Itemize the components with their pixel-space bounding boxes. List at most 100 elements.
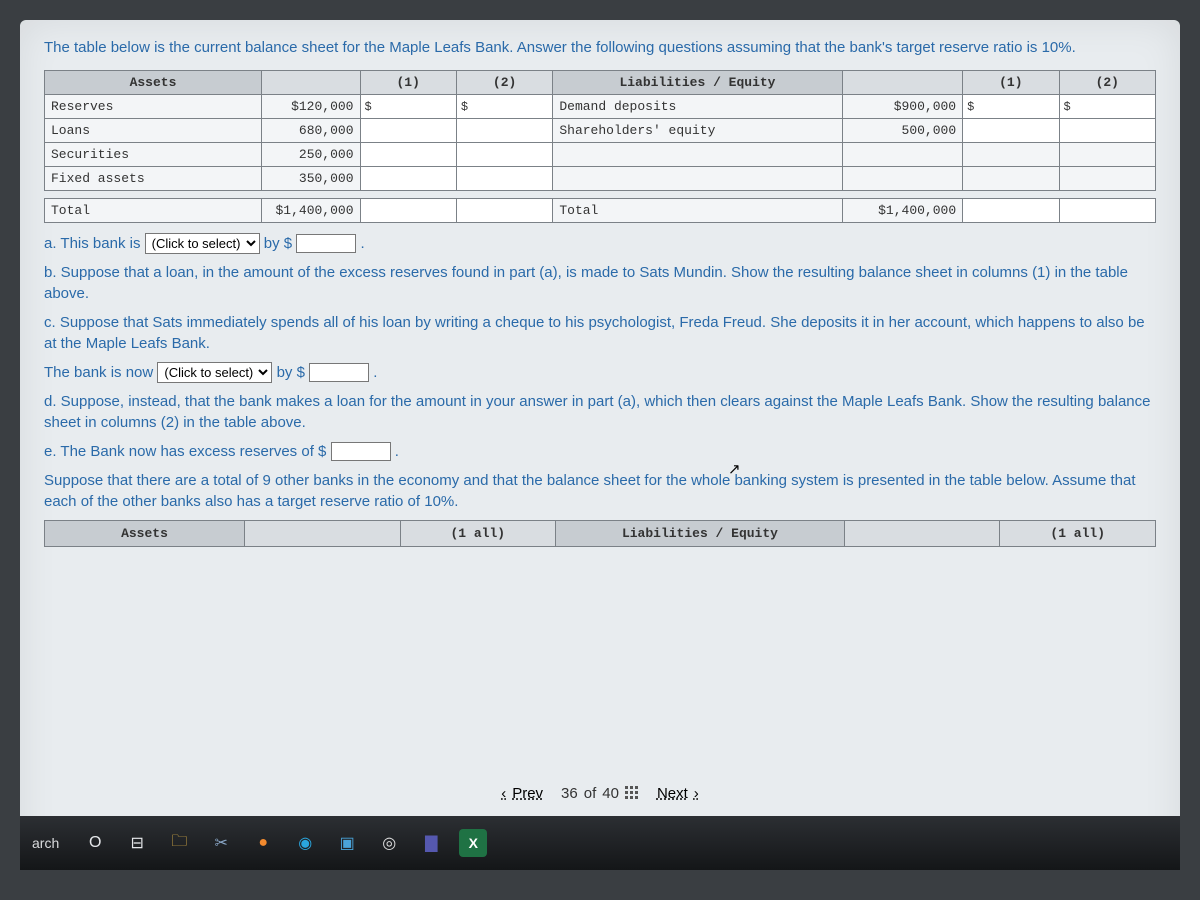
cell-input[interactable] [363, 169, 454, 188]
asset-value: 350,000 [261, 167, 360, 191]
col1-header: (1) [360, 71, 456, 95]
cell-input[interactable] [1062, 121, 1153, 140]
table-row: Reserves $120,000 $ $ Demand deposits $9… [45, 95, 1156, 119]
col2-header: (2) [456, 71, 552, 95]
cell-input[interactable] [459, 97, 550, 116]
cell-input[interactable] [459, 145, 550, 164]
qa-suffix: . [360, 235, 364, 252]
qc2-amount-input[interactable] [309, 363, 369, 382]
teams-icon[interactable]: ▇ [417, 829, 445, 857]
asset-col1-input[interactable] [360, 143, 456, 167]
qe-suffix: . [395, 443, 399, 460]
cell-input[interactable] [459, 201, 550, 220]
asset-col1-input[interactable] [360, 167, 456, 191]
lcol1all-header: (1 all) [1000, 521, 1156, 547]
assets-header: Assets [45, 521, 245, 547]
explorer-icon[interactable]: 🗀 [165, 829, 193, 857]
total-lcol2-input[interactable] [1059, 199, 1155, 223]
liab-value: 500,000 [842, 119, 963, 143]
lcol2-header: (2) [1059, 71, 1155, 95]
question-e: e. The Bank now has excess reserves of $… [44, 441, 1156, 462]
cell-input[interactable] [363, 201, 454, 220]
qe-prefix: e. The Bank now has excess reserves of $ [44, 443, 326, 460]
qc2-select[interactable]: (Click to select) [157, 362, 272, 383]
cell-input[interactable] [1062, 201, 1153, 220]
qa-mid: by $ [264, 235, 292, 252]
asset-col1-input[interactable] [360, 119, 456, 143]
liab-col2-input[interactable]: $ [1059, 95, 1155, 119]
asset-value: 250,000 [261, 143, 360, 167]
counter-current: 36 [561, 785, 578, 802]
grid-icon[interactable] [625, 786, 639, 800]
balance-sheet-table: Assets (1) (2) Liabilities / Equity (1) … [44, 70, 1156, 223]
asset-label: Fixed assets [45, 167, 262, 191]
lcol1-header: (1) [963, 71, 1059, 95]
assets-header: Assets [45, 71, 262, 95]
excel-icon[interactable]: X [459, 829, 487, 857]
liab-label: Demand deposits [553, 95, 842, 119]
table-row: Securities 250,000 [45, 143, 1156, 167]
liab-col2-input[interactable] [1059, 119, 1155, 143]
liabilities-header: Liabilities / Equity [556, 521, 845, 547]
asset-col1-input[interactable]: $ [360, 95, 456, 119]
empty-cell [963, 167, 1059, 191]
taskbar-search-text[interactable]: arch [32, 835, 59, 851]
empty-cell [842, 143, 963, 167]
question-nav: ‹ Prev 36 of 40 Next › [20, 772, 1180, 814]
taskview-icon[interactable]: ⊟ [123, 829, 151, 857]
next-label: Next [657, 785, 688, 802]
qc2-prefix: The bank is now [44, 364, 157, 381]
qa-select[interactable]: (Click to select) [145, 233, 260, 254]
table-row: Loans 680,000 Shareholders' equity 500,0… [45, 119, 1156, 143]
next-button[interactable]: Next › [657, 785, 699, 802]
cell-input[interactable] [459, 121, 550, 140]
firefox-icon[interactable]: ● [249, 829, 277, 857]
question-c2: The bank is now (Click to select) by $ . [44, 362, 1156, 383]
totals-row: Total $1,400,000 Total $1,400,000 [45, 199, 1156, 223]
liab-col1-input[interactable] [963, 119, 1059, 143]
cell-input[interactable] [965, 121, 1056, 140]
camera-icon[interactable]: ▣ [333, 829, 361, 857]
question-b: b. Suppose that a loan, in the amount of… [44, 262, 1156, 304]
empty-cell [553, 167, 842, 191]
cell-input[interactable] [363, 145, 454, 164]
chevron-right-icon: › [694, 785, 699, 802]
snip-icon[interactable]: ✂ [207, 829, 235, 857]
cell-input[interactable] [363, 97, 454, 116]
qc2-suffix: . [373, 364, 377, 381]
cell-input[interactable] [363, 121, 454, 140]
prev-button[interactable]: ‹ Prev [501, 785, 543, 802]
asset-value: 680,000 [261, 119, 360, 143]
total-col2-input[interactable] [456, 199, 552, 223]
cell-input[interactable] [459, 169, 550, 188]
windows-taskbar: arch O ⊟ 🗀 ✂ ● ◉ ▣ ◎ ▇ X [20, 816, 1180, 870]
qa-amount-input[interactable] [296, 234, 356, 253]
asset-col2-input[interactable]: $ [456, 95, 552, 119]
asset-col2-input[interactable] [456, 143, 552, 167]
cortana-icon[interactable]: O [81, 829, 109, 857]
blank-header [842, 71, 963, 95]
empty-cell [1059, 167, 1155, 191]
empty-cell [842, 167, 963, 191]
chrome-icon[interactable]: ◎ [375, 829, 403, 857]
question-d: d. Suppose, instead, that the bank makes… [44, 391, 1156, 433]
asset-value: $120,000 [261, 95, 360, 119]
cell-input[interactable] [965, 97, 1056, 116]
blank-header [261, 71, 360, 95]
edge-icon[interactable]: ◉ [291, 829, 319, 857]
asset-col2-input[interactable] [456, 119, 552, 143]
taskbar-icons: O ⊟ 🗀 ✂ ● ◉ ▣ ◎ ▇ X [81, 829, 487, 857]
cell-input[interactable] [1062, 97, 1153, 116]
qe-amount-input[interactable] [331, 442, 391, 461]
liab-col1-input[interactable]: $ [963, 95, 1059, 119]
asset-col2-input[interactable] [456, 167, 552, 191]
cell-input[interactable] [965, 201, 1056, 220]
page-counter: 36 of 40 [561, 785, 639, 802]
blank-header [844, 521, 1000, 547]
total-col1-input[interactable] [360, 199, 456, 223]
counter-of: of [584, 785, 597, 802]
total-lcol1-input[interactable] [963, 199, 1059, 223]
empty-cell [963, 143, 1059, 167]
total-label: Total [45, 199, 262, 223]
empty-cell [553, 143, 842, 167]
